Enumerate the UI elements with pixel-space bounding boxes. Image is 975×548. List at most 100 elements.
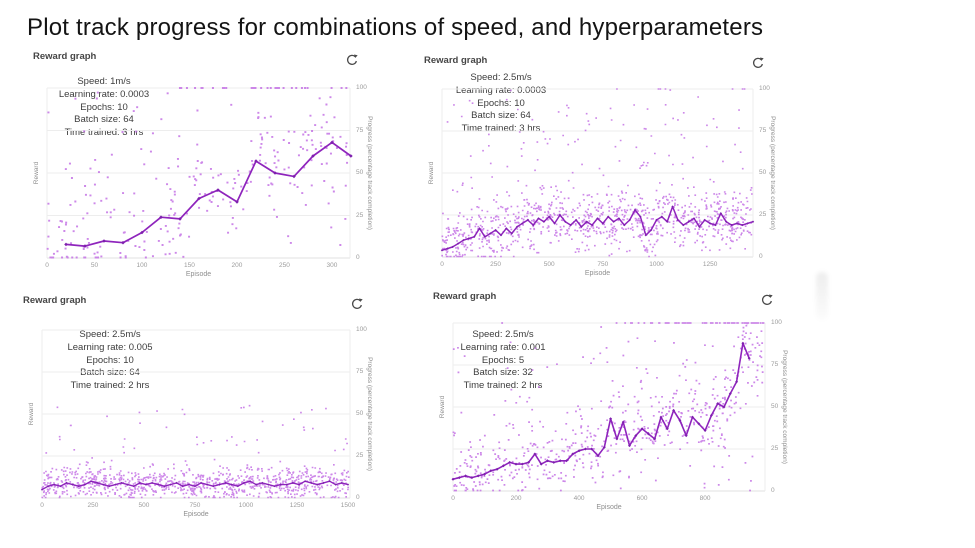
x-tick-label: 750 — [597, 261, 609, 268]
annotation-learning-rate: Learning rate: 0.0003 — [58, 88, 150, 100]
x-tick-label: 200 — [231, 262, 243, 269]
hyperparameter-annotation: Speed: 2.5m/s Learning rate: 0.001 Epochs:… — [460, 329, 545, 393]
reward-scatter-plot — [440, 88, 755, 258]
y-axis-label-reward: Reward — [28, 402, 35, 426]
annotation-epochs: Epochs: 10 — [80, 101, 128, 113]
scatter-points — [41, 404, 350, 499]
trend-line-markers — [40, 480, 350, 491]
x-axis-label: Episode — [596, 504, 622, 511]
refresh-icon — [347, 54, 358, 65]
x-tick-label: 300 — [326, 262, 338, 269]
annotation-learning-rate: Learning rate: 0.0003 — [455, 84, 547, 96]
reward-scatter-plot — [40, 329, 351, 499]
annotation-learning-rate: Learning rate: 0.005 — [67, 341, 153, 353]
x-tick-label: 100 — [136, 262, 148, 269]
annotation-epochs: Epochs: 10 — [86, 354, 134, 366]
y-tick-label: 75 — [356, 126, 364, 134]
chart-title: Reward graph — [23, 295, 87, 306]
x-tick-label: 150 — [184, 262, 195, 269]
y-tick-label: 100 — [356, 326, 367, 333]
y-tick-label: 50 — [771, 403, 779, 410]
y-tick-label: 100 — [356, 84, 367, 91]
refresh-icon — [762, 294, 773, 305]
x-tick-label: 0 — [451, 495, 455, 502]
x-tick-label: 50 — [90, 262, 99, 269]
x-tick-label: 500 — [138, 502, 150, 509]
hyperparameter-annotation: Speed: 2.5m/s Learning rate: 0.005 Epochs:… — [67, 329, 152, 393]
trend-line-markers — [440, 205, 755, 252]
x-tick-label: 600 — [636, 495, 648, 502]
chart-title: Reward graph — [433, 291, 497, 302]
x-tick-label: 250 — [279, 262, 290, 269]
trend-line — [452, 342, 750, 480]
reward-scatter-plot — [451, 322, 766, 492]
x-tick-label: 800 — [699, 495, 711, 502]
y-tick-label: 0 — [356, 254, 360, 261]
x-tick-label: 200 — [510, 495, 522, 502]
y-axis-label-progress: Progress (percentage track completion) — [781, 350, 788, 464]
refresh-button[interactable] — [752, 56, 765, 69]
y-tick-label: 0 — [771, 487, 775, 494]
x-axis-label: Episode — [183, 511, 209, 518]
y-tick-label: 0 — [759, 253, 763, 260]
annotation-time-trained: Time trained: 2 hrs — [70, 380, 150, 392]
x-tick-label: 0 — [440, 261, 444, 268]
y-tick-label: 50 — [356, 410, 364, 417]
y-tick-label: 100 — [771, 319, 782, 326]
refresh-icon — [753, 57, 764, 68]
refresh-button[interactable] — [351, 297, 364, 310]
y-tick-label: 50 — [356, 169, 364, 176]
refresh-button[interactable] — [346, 53, 359, 66]
scrollbar-thumb[interactable] — [816, 272, 828, 320]
y-axis-label-progress: Progress (percentage track completion) — [366, 116, 373, 230]
y-axis-label-progress: Progress (percentage track completion) — [769, 116, 776, 230]
hyperparameter-annotation: Speed: 1m/s Learning rate: 0.0003 Epochs: … — [59, 76, 149, 140]
y-axis-label-reward: Reward — [428, 161, 435, 185]
y-axis-label-reward: Reward — [33, 161, 40, 185]
annotation-speed: Speed: 2.5m/s — [470, 72, 532, 83]
annotation-batch-size: Batch size: 32 — [473, 367, 533, 379]
y-tick-label: 50 — [759, 169, 767, 176]
y-tick-label: 75 — [356, 368, 364, 375]
annotation-speed: Speed: 1m/s — [77, 76, 131, 87]
x-tick-label: 400 — [573, 495, 585, 502]
x-tick-label: 0 — [45, 262, 49, 269]
annotation-batch-size: Batch size: 64 — [471, 110, 531, 122]
annotation-epochs: Epochs: 10 — [477, 97, 525, 109]
y-tick-label: 25 — [356, 452, 364, 459]
annotation-time-trained: Time trained: 2 hrs — [463, 380, 543, 392]
x-tick-label: 1500 — [340, 502, 356, 509]
annotation-speed: Speed: 2.5m/s — [472, 329, 534, 340]
hyperparameter-annotation: Speed: 2.5m/s Learning rate: 0.0003 Epochs… — [456, 72, 546, 136]
page-title: Plot track progress for combinations of … — [27, 14, 764, 41]
x-tick-label: 500 — [543, 261, 555, 268]
y-axis-label-reward: Reward — [439, 395, 446, 419]
x-tick-label: 1250 — [702, 261, 718, 268]
x-tick-label: 1000 — [238, 502, 254, 509]
refresh-button[interactable] — [761, 293, 774, 306]
x-tick-label: 1250 — [289, 502, 305, 509]
annotation-speed: Speed: 2.5m/s — [79, 329, 141, 340]
y-tick-label: 75 — [771, 361, 779, 368]
annotation-batch-size: Batch size: 64 — [74, 114, 134, 126]
annotation-time-trained: Time trained: 3 hrs — [64, 127, 144, 139]
x-tick-label: 250 — [490, 261, 502, 268]
x-axis-label: Episode — [584, 270, 611, 277]
annotation-batch-size: Batch size: 64 — [80, 367, 140, 379]
annotation-learning-rate: Learning rate: 0.001 — [460, 341, 546, 353]
refresh-icon — [352, 298, 363, 309]
y-axis-label-progress: Progress (percentage track completion) — [366, 357, 373, 471]
y-tick-label: 25 — [759, 211, 767, 218]
y-tick-label: 100 — [759, 85, 770, 92]
y-tick-label: 25 — [771, 445, 779, 452]
x-tick-label: 1000 — [649, 261, 664, 268]
trend-line — [441, 205, 754, 252]
x-axis-label: Episode — [185, 271, 212, 278]
annotation-epochs: Epochs: 5 — [481, 354, 525, 366]
x-tick-label: 250 — [87, 502, 99, 509]
reward-scatter-plot — [46, 87, 353, 259]
y-tick-label: 75 — [759, 127, 767, 134]
y-tick-label: 0 — [356, 494, 360, 501]
x-tick-label: 750 — [189, 502, 201, 509]
